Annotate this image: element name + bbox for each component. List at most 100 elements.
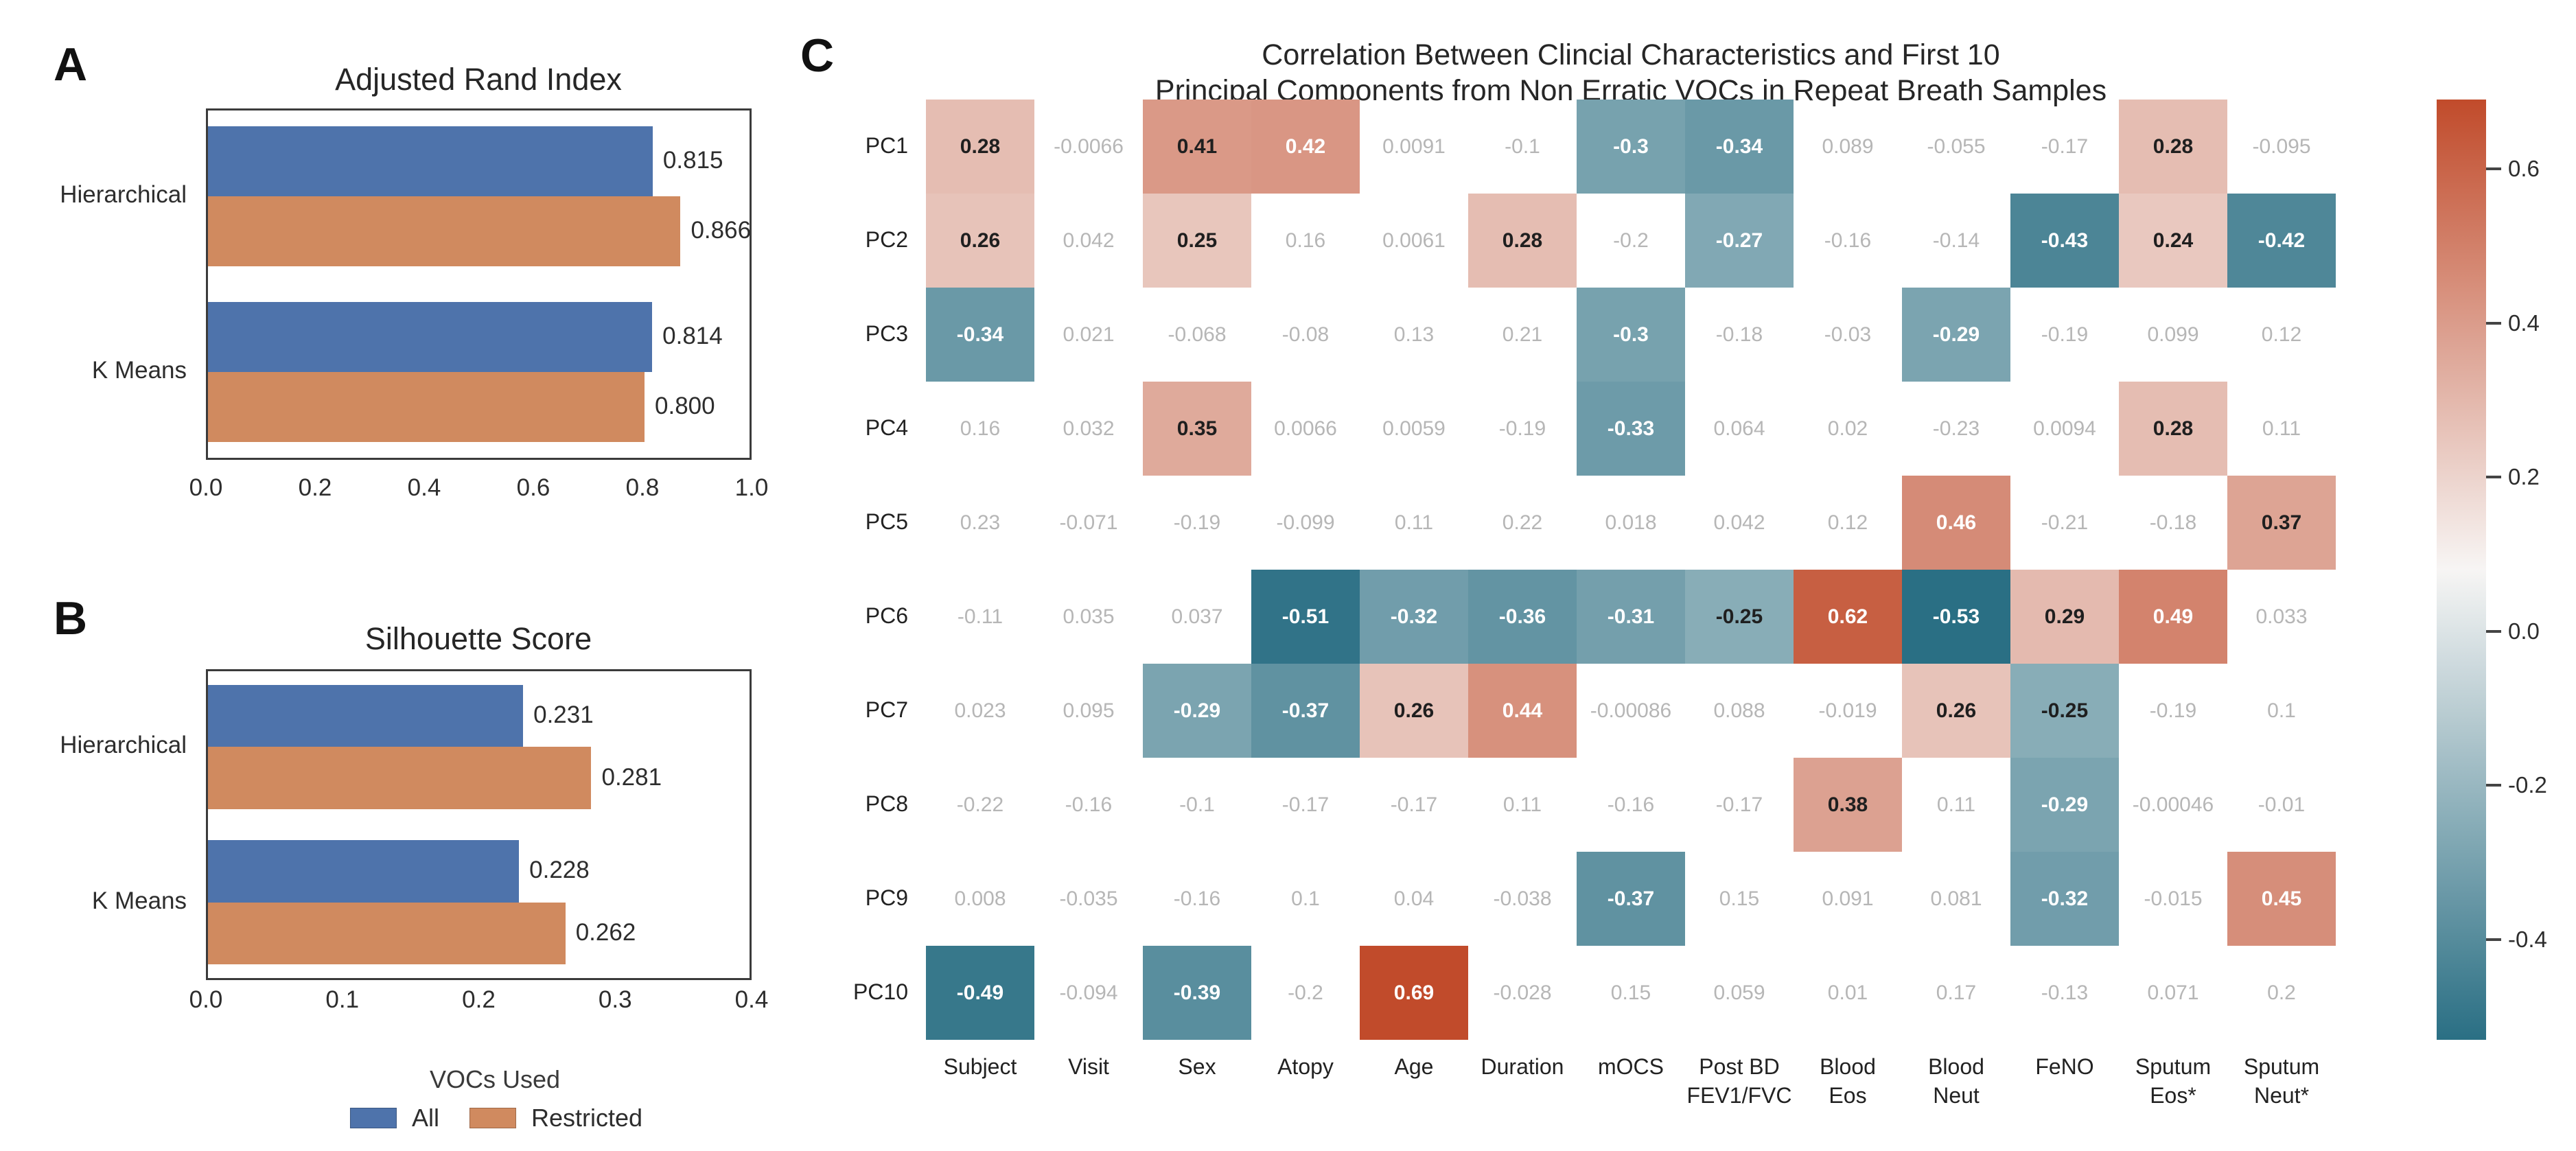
heatmap-cell: 0.29 bbox=[2010, 570, 2119, 664]
colorbar-tick-mark bbox=[2486, 784, 2501, 787]
bar-restricted bbox=[208, 747, 592, 809]
heatmap-cell: 0.17 bbox=[1936, 981, 1977, 1004]
heatmap-row-label: PC7 bbox=[865, 697, 908, 722]
panel-b-title: Silhouette Score bbox=[364, 621, 592, 656]
heatmap-cell: -0.18 bbox=[1715, 323, 1763, 346]
heatmap-column-label: Post BD FEV1/FVC bbox=[1687, 1052, 1792, 1110]
heatmap-row-label: PC1 bbox=[865, 132, 908, 158]
heatmap-cell: 0.064 bbox=[1713, 417, 1765, 440]
heatmap-cell: 0.22 bbox=[1502, 511, 1543, 534]
heatmap-column-label: mOCS bbox=[1598, 1052, 1664, 1081]
heatmap-cell: -0.035 bbox=[1059, 887, 1118, 910]
heatmap-cell: -0.51 bbox=[1251, 570, 1360, 664]
colorbar-tick-label: 0.2 bbox=[2508, 464, 2540, 490]
heatmap-cell: 0.0061 bbox=[1382, 229, 1446, 252]
heatmap-cell: 0.032 bbox=[1063, 417, 1115, 440]
bar-value-label: 0.815 bbox=[662, 146, 723, 174]
heatmap-cell: -0.099 bbox=[1276, 511, 1335, 534]
heatmap-cell: 0.1 bbox=[2267, 699, 2296, 722]
heatmap-column-label-line: Blood bbox=[1820, 1054, 1876, 1079]
legend-swatch-all bbox=[349, 1108, 397, 1128]
category-label: K Means bbox=[91, 357, 187, 384]
heatmap-cell: 0.037 bbox=[1171, 605, 1223, 628]
heatmap-column-label-line: mOCS bbox=[1598, 1054, 1664, 1079]
heatmap-cell: 0.38 bbox=[1794, 758, 1902, 852]
heatmap-cell: -0.038 bbox=[1493, 887, 1552, 910]
heatmap-cell: 0.21 bbox=[1502, 323, 1543, 346]
heatmap-cell: 0.023 bbox=[954, 699, 1006, 722]
heatmap-cell: 0.12 bbox=[2261, 323, 2302, 346]
heatmap-cell: -0.03 bbox=[1824, 323, 1872, 346]
heatmap-cell: -0.25 bbox=[2010, 664, 2119, 758]
heatmap-column-label: Sputum Neut* bbox=[2244, 1052, 2319, 1110]
heatmap-row-label: PC6 bbox=[865, 603, 908, 628]
heatmap-cell: -0.27 bbox=[1685, 194, 1794, 288]
heatmap-cell: 0.46 bbox=[1902, 476, 2010, 570]
heatmap-column-label-line: Subject bbox=[943, 1054, 1017, 1079]
bar-value-label: 0.262 bbox=[575, 919, 636, 946]
bar-value-label: 0.231 bbox=[533, 701, 594, 728]
heatmap-cell: 0.1 bbox=[1291, 887, 1320, 910]
x-tick-label: 0.2 bbox=[462, 986, 496, 1013]
bar-value-label: 0.281 bbox=[601, 763, 662, 791]
bar-all bbox=[208, 684, 524, 747]
colorbar-tick-mark bbox=[2486, 167, 2501, 171]
heatmap-cell: 0.042 bbox=[1713, 511, 1765, 534]
heatmap-cell: -0.22 bbox=[956, 793, 1004, 816]
x-tick-label: 0.6 bbox=[516, 474, 550, 501]
heatmap-cell: -0.49 bbox=[926, 946, 1034, 1040]
x-tick-label: 0.0 bbox=[189, 474, 223, 501]
heatmap-cell: 0.11 bbox=[1936, 793, 1976, 816]
heatmap-row-label: PC2 bbox=[865, 226, 908, 252]
heatmap-cell: 0.28 bbox=[1468, 194, 1577, 288]
x-tick-label: 0.2 bbox=[298, 474, 332, 501]
bar-all bbox=[208, 301, 653, 372]
heatmap-cell: 0.0059 bbox=[1382, 417, 1446, 440]
heatmap-column-label-line: Neut* bbox=[2253, 1083, 2310, 1108]
heatmap-cell: 0.15 bbox=[1719, 887, 1760, 910]
panel-c-label: C bbox=[800, 30, 835, 82]
heatmap-cell: 0.01 bbox=[1827, 981, 1868, 1004]
category-label: K Means bbox=[91, 887, 187, 914]
heatmap-row-label: PC4 bbox=[865, 415, 908, 440]
heatmap-cell: 0.088 bbox=[1713, 699, 1765, 722]
heatmap-cell: -0.14 bbox=[1932, 229, 1980, 252]
heatmap-cell: 0.033 bbox=[2255, 605, 2308, 628]
heatmap-row-label: PC3 bbox=[865, 321, 908, 346]
heatmap-cell: -0.25 bbox=[1685, 570, 1794, 664]
heatmap-cell: 0.35 bbox=[1143, 382, 1251, 476]
heatmap-cell: 0.62 bbox=[1794, 570, 1902, 664]
heatmap-cell: -0.36 bbox=[1468, 570, 1577, 664]
heatmap-column-label-line: Duration bbox=[1481, 1054, 1564, 1079]
heatmap-cell: 0.44 bbox=[1468, 664, 1577, 758]
colorbar-tick-label: 0.0 bbox=[2508, 618, 2540, 644]
legend: All Restricted bbox=[349, 1104, 642, 1132]
heatmap-cell: 0.26 bbox=[926, 194, 1034, 288]
heatmap-cell: 0.49 bbox=[2119, 570, 2227, 664]
bar-restricted bbox=[208, 372, 645, 443]
heatmap-cell: 0.16 bbox=[1285, 229, 1326, 252]
legend-swatch-restricted bbox=[469, 1108, 516, 1128]
heatmap-cell: 0.11 bbox=[2262, 417, 2301, 440]
heatmap-column-label-line: Sex bbox=[1178, 1054, 1216, 1079]
heatmap-cell: -0.53 bbox=[1902, 570, 2010, 664]
heatmap-cell: -0.16 bbox=[1065, 793, 1113, 816]
heatmap-column-label: Subject bbox=[944, 1052, 1017, 1081]
heatmap-cell: -0.055 bbox=[1927, 135, 1986, 158]
heatmap-cell: -0.32 bbox=[2010, 852, 2119, 946]
heatmap-row-label: PC8 bbox=[865, 791, 908, 816]
heatmap-cell: 0.15 bbox=[1610, 981, 1651, 1004]
heatmap-cell: -0.17 bbox=[1390, 793, 1438, 816]
heatmap-cell: 0.059 bbox=[1713, 981, 1765, 1004]
bar-all bbox=[208, 126, 653, 196]
heatmap-cell: 0.042 bbox=[1063, 229, 1115, 252]
colorbar-tick-mark bbox=[2486, 938, 2501, 942]
heatmap-row-label: PC9 bbox=[865, 885, 908, 910]
heatmap-cell: 0.16 bbox=[960, 417, 1001, 440]
heatmap-column-label: Age bbox=[1395, 1052, 1434, 1081]
heatmap-cell: 0.095 bbox=[1063, 699, 1115, 722]
heatmap-column-label-line: Eos* bbox=[2150, 1083, 2196, 1108]
bar-all bbox=[208, 840, 520, 903]
legend-title: VOCs Used bbox=[429, 1065, 561, 1093]
heatmap-cell: 0.071 bbox=[2147, 981, 2199, 1004]
